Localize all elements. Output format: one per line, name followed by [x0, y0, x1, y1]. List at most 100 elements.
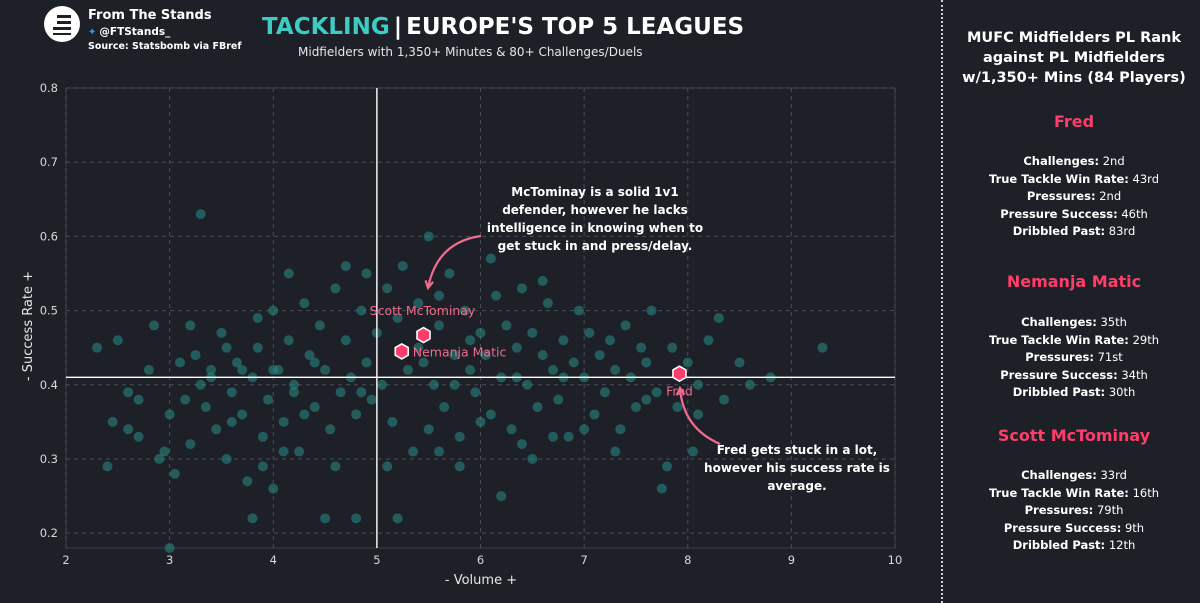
data-point: [340, 335, 351, 346]
x-tick-label: 6: [477, 553, 484, 567]
annotation-text: Fred gets stuck in a lot, however his suc…: [704, 443, 890, 493]
data-point: [278, 446, 289, 457]
data-point: [351, 409, 362, 420]
annotation-line: McTominay is a solid 1v1: [511, 185, 678, 199]
annotation-line: defender, however he lacks: [502, 203, 688, 217]
arrow-head: [424, 280, 434, 291]
data-point: [252, 342, 263, 353]
stat-row: Dribbled Past: 83rd: [1012, 224, 1136, 238]
data-point: [542, 298, 553, 309]
player-stats-fred: Challenges: 2nd True Tackle Win Rate: 43…: [948, 153, 1200, 241]
data-point: [268, 483, 279, 494]
data-point: [402, 364, 413, 375]
data-point: [149, 320, 160, 331]
title-accent: TACKLING: [262, 14, 390, 40]
data-point: [522, 379, 533, 390]
data-point: [356, 305, 367, 316]
data-point: [537, 350, 548, 361]
data-point: [449, 350, 460, 361]
panel-title: MUFC Midfielders PL Rank against PL Midf…: [948, 28, 1200, 88]
stat-row: Challenges: 33rd: [1021, 468, 1127, 482]
data-point: [610, 364, 621, 375]
data-point: [231, 357, 242, 368]
x-tick-label: 10: [888, 553, 903, 567]
data-point: [428, 379, 439, 390]
data-point: [413, 298, 424, 309]
stat-row: Dribbled Past: 12th: [1012, 538, 1136, 552]
data-point: [444, 268, 455, 279]
data-point: [553, 394, 564, 405]
data-point: [610, 446, 621, 457]
data-point: [387, 416, 398, 427]
data-point: [392, 313, 403, 323]
data-point: [459, 305, 470, 316]
x-tick-label: 7: [580, 553, 587, 567]
data-point: [630, 402, 641, 413]
data-point: [247, 513, 258, 524]
data-point: [174, 357, 185, 368]
data-point: [682, 357, 693, 368]
data-point: [351, 513, 362, 524]
annotation-line: however his success rate is: [704, 461, 890, 475]
data-point: [548, 364, 559, 375]
data-point: [164, 543, 175, 553]
data-point: [195, 379, 206, 390]
stat-row: True Tackle Win Rate: 29th: [989, 332, 1159, 347]
data-point: [584, 327, 595, 338]
data-point: [465, 364, 476, 375]
data-point: [294, 446, 305, 457]
data-point: [693, 409, 704, 420]
data-point: [283, 268, 294, 279]
data-point: [190, 350, 201, 361]
grid: [65, 87, 896, 549]
data-point: [713, 313, 724, 323]
background-points: [92, 209, 828, 553]
data-point: [133, 394, 144, 405]
data-point: [599, 387, 610, 398]
data-point: [382, 283, 393, 294]
brand-name: From The Stands: [88, 8, 212, 23]
data-point: [511, 342, 522, 353]
panel-title-line: against PL Midfielders: [982, 50, 1166, 66]
stat-row: True Tackle Win Rate: 43rd: [988, 171, 1160, 186]
data-point: [330, 461, 341, 472]
player-label: Nemanja Matic: [413, 344, 507, 359]
brand-source: Source: Statsbomb via FBref: [88, 41, 242, 52]
data-point: [651, 387, 662, 398]
player-marker: [416, 326, 431, 344]
data-point: [620, 320, 631, 331]
data-point: [102, 461, 113, 472]
data-point: [418, 357, 429, 368]
data-point: [568, 357, 579, 368]
data-point: [356, 387, 367, 398]
y-tick-label: 0.3: [40, 452, 58, 466]
annotation-line: intelligence in knowing when to: [487, 221, 703, 235]
data-point: [195, 209, 206, 220]
twitter-bird-icon: ✦: [88, 27, 97, 38]
data-point: [615, 424, 626, 435]
panel-title-line: MUFC Midfielders PL Rank: [966, 30, 1181, 46]
data-point: [491, 290, 502, 301]
player-stats-matic: Challenges: 35th True Tackle Win Rate: 2…: [948, 314, 1200, 402]
reference-lines: [66, 88, 895, 548]
title-separator: |: [393, 14, 403, 40]
data-point: [485, 409, 496, 420]
data-point: [392, 513, 403, 524]
data-point: [672, 402, 683, 413]
data-point: [656, 483, 667, 494]
data-point: [366, 394, 377, 405]
subtitle: Midfielders with 1,350+ Minutes & 80+ Ch…: [298, 45, 643, 59]
data-point: [434, 290, 445, 301]
data-point: [434, 320, 445, 331]
data-point: [465, 335, 476, 346]
y-tick-label: 0.5: [40, 304, 58, 318]
y-tick-label: 0.4: [40, 378, 58, 392]
data-point: [252, 313, 263, 323]
data-point: [734, 357, 745, 368]
data-point: [719, 394, 730, 405]
stat-row: Pressure Success: 9th: [1003, 520, 1145, 535]
data-point: [133, 431, 144, 442]
data-point: [589, 409, 600, 420]
data-point: [200, 402, 211, 413]
